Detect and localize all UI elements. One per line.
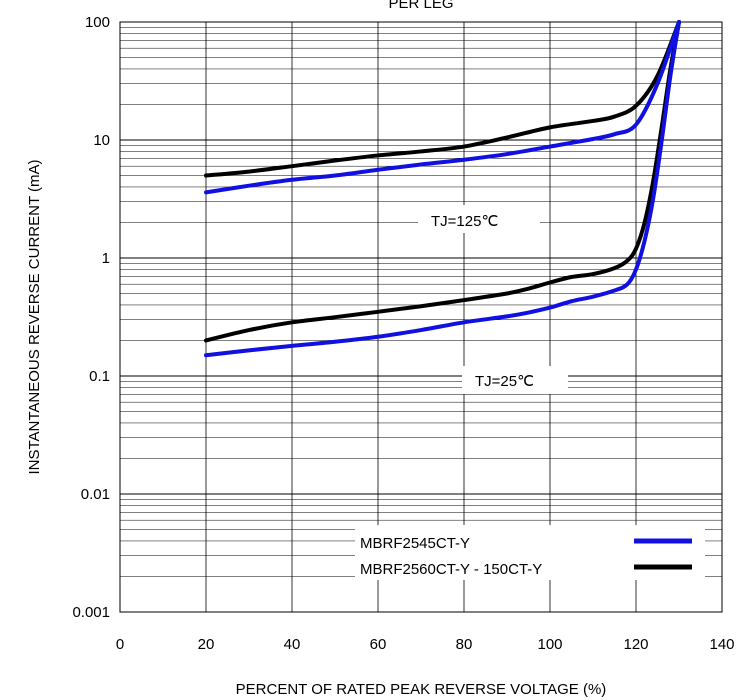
x-tick-label: 20 bbox=[198, 636, 215, 653]
y-axis-label: INSTANTANEOUS REVERSE CURRENT (mA) bbox=[26, 159, 43, 474]
x-tick-label: 80 bbox=[456, 636, 473, 653]
y-tick-label: 10 bbox=[93, 132, 110, 149]
y-tick-label: 0.001 bbox=[72, 604, 110, 621]
annotation-125-bg bbox=[418, 205, 540, 233]
y-tick-label: 1 bbox=[102, 250, 110, 267]
x-tick-label: 60 bbox=[370, 636, 387, 653]
annotation-25-bg bbox=[462, 366, 568, 394]
x-tick-label: 140 bbox=[709, 636, 734, 653]
plot-frame bbox=[119, 21, 723, 613]
series-1-curve-0 bbox=[204, 20, 681, 178]
x-tick-label: 40 bbox=[284, 636, 301, 653]
x-tick-label: 120 bbox=[623, 636, 648, 653]
legend-label-mbrf2560: MBRF2560CT-Y - 150CT-Y bbox=[360, 561, 542, 578]
series-0-curve-0 bbox=[204, 20, 681, 195]
y-tick-labels: 0.001 0.01 0.1 1 10 100 bbox=[72, 14, 110, 621]
y-tick-label: 0.01 bbox=[81, 486, 110, 503]
x-tick-labels: 0 20 40 60 80 100 120 140 bbox=[116, 636, 735, 653]
legend: MBRF2545CT-Y MBRF2560CT-Y - 150CT-Y bbox=[355, 525, 705, 580]
annotation-tj-125: TJ=125℃ bbox=[431, 213, 498, 230]
y-tick-label: 100 bbox=[85, 14, 110, 31]
legend-box bbox=[355, 525, 705, 580]
legend-label-mbrf2545: MBRF2545CT-Y bbox=[360, 535, 470, 552]
chart-title: PER LEG bbox=[388, 0, 453, 12]
data-curves bbox=[204, 20, 681, 358]
x-tick-label: 0 bbox=[116, 636, 124, 653]
y-tick-label: 0.1 bbox=[89, 368, 110, 385]
x-axis-label: PERCENT OF RATED PEAK REVERSE VOLTAGE (%… bbox=[236, 681, 607, 698]
series-1-curve-1 bbox=[204, 20, 681, 343]
annotation-tj-25: TJ=25℃ bbox=[475, 373, 534, 390]
series-0-curve-1 bbox=[204, 20, 681, 358]
x-tick-label: 100 bbox=[537, 636, 562, 653]
